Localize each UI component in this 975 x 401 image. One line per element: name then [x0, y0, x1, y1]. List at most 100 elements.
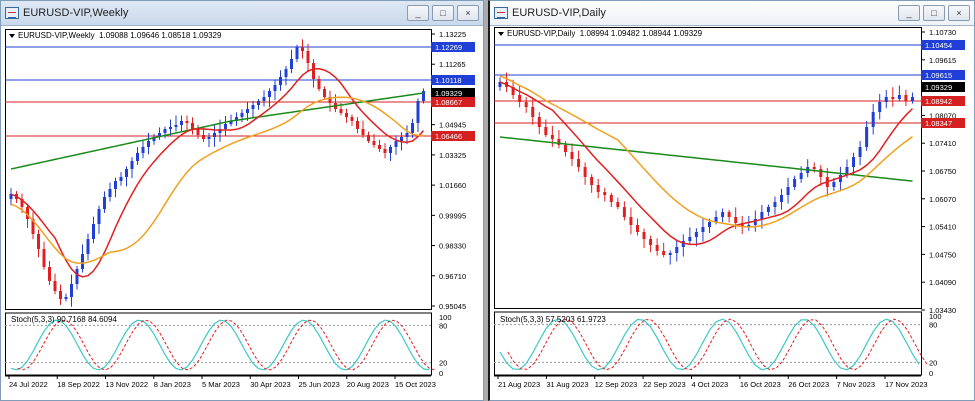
level-label: 1.09615 — [925, 71, 952, 80]
level-label: 1.06466 — [435, 132, 462, 141]
candle-body — [845, 167, 849, 175]
close-button[interactable]: × — [457, 5, 479, 21]
level-label: 1.08347 — [925, 119, 952, 128]
candle-body — [544, 127, 548, 135]
daily-titlebar[interactable]: EURUSD-VIP,Daily _ □ × — [490, 1, 974, 26]
minimize-button[interactable]: _ — [898, 5, 920, 21]
level-label-box — [431, 97, 475, 107]
candle-body — [590, 177, 594, 185]
candle-body — [858, 147, 862, 157]
chart-window-icon — [494, 7, 508, 19]
candle-body — [147, 141, 150, 147]
weekly-chart-window[interactable]: EURUSD-VIP,Weekly _ □ × 1.13225 1.11265 1.… — [0, 0, 484, 401]
level-label: 1.12269 — [435, 43, 462, 52]
date-tick-label: 25 Jun 2023 — [299, 380, 340, 389]
candle-body — [92, 224, 95, 239]
candle-body — [108, 189, 112, 197]
price-tick-label: 1.03325 — [439, 151, 466, 160]
candle-body — [681, 241, 685, 247]
weekly-ohlc-label: 1.09088 1.09646 1.08518 1.09329 — [99, 31, 222, 40]
candle-body — [511, 87, 515, 95]
candle-body — [119, 177, 123, 181]
candle-body — [53, 281, 57, 291]
ma-orange-line — [10, 96, 424, 264]
date-tick-label: 22 Sep 2023 — [643, 380, 686, 389]
maximize-button[interactable]: □ — [923, 5, 945, 21]
level-label-box — [431, 131, 475, 141]
candle-body — [557, 139, 561, 145]
candle-body — [727, 212, 731, 217]
candle-body — [766, 207, 770, 212]
daily-chart-window[interactable]: EURUSD-VIP,Daily _ □ × 1.10730 1.09615 1.0… — [488, 0, 975, 401]
candle-body — [701, 227, 705, 232]
price-tick-label: 1.04090 — [929, 278, 956, 287]
candle-body — [158, 133, 161, 137]
candle-body — [273, 85, 277, 91]
candle-body — [262, 97, 266, 101]
date-tick-label: 15 Oct 2023 — [395, 380, 436, 389]
candle-body — [70, 284, 73, 297]
candle-body — [910, 97, 914, 101]
stoch-tick-label: 80 — [929, 321, 937, 330]
date-tick-label: 18 Sep 2022 — [57, 380, 100, 389]
price-tick-label: 1.06750 — [929, 167, 956, 176]
candle-body — [174, 125, 178, 127]
candle-body — [668, 253, 672, 255]
candle-body — [20, 199, 24, 207]
weekly-price-chart[interactable]: 1.132251.112651.082751.049451.033251.016… — [5, 29, 481, 398]
weekly-window-title: EURUSD-VIP,Weekly — [23, 7, 129, 19]
candle-body — [622, 207, 626, 217]
level-label-box — [431, 88, 475, 98]
candle-body — [793, 179, 797, 187]
weekly-titlebar[interactable]: EURUSD-VIP,Weekly _ □ × — [1, 1, 483, 26]
close-button[interactable]: × — [948, 5, 970, 21]
candle-body — [786, 187, 790, 195]
candle-body — [563, 145, 567, 152]
price-tick-label: 1.09615 — [929, 56, 956, 65]
candle-body — [152, 137, 156, 141]
candle-body — [649, 239, 653, 245]
candle-body — [884, 97, 888, 102]
stoch-tick-label: 80 — [439, 321, 447, 330]
candle-body — [904, 95, 908, 101]
price-tick-label: 1.01660 — [439, 181, 466, 190]
candle-body — [642, 232, 646, 239]
candle-body — [185, 121, 189, 123]
minimize-button[interactable]: _ — [407, 5, 429, 21]
level-label-box — [921, 70, 965, 80]
collapse-triangle-icon — [9, 33, 15, 38]
candle-body — [812, 167, 816, 169]
maximize-button[interactable]: □ — [432, 5, 454, 21]
candle-body — [290, 59, 293, 69]
candle-body — [114, 181, 117, 189]
candle-body — [295, 47, 299, 59]
daily-stoch-label: Stoch(5,3,3) 57.5203 61.9723 — [500, 315, 606, 324]
price-pane-frame — [494, 27, 922, 309]
level-label: 1.08942 — [925, 97, 952, 106]
ma-red-line — [10, 68, 425, 278]
price-tick-label: 1.08070 — [929, 111, 956, 120]
candle-body — [878, 102, 882, 112]
candle-body — [169, 127, 172, 129]
weekly-symbol-label: EURUSD-VIP,Weekly — [18, 31, 95, 40]
candle-body — [31, 219, 35, 234]
price-tick-label: 1.10730 — [929, 28, 956, 37]
price-tick-label: 1.04945 — [439, 121, 466, 130]
candle-body — [279, 77, 282, 85]
date-tick-label: 31 Aug 2023 — [546, 380, 588, 389]
candle-body — [196, 129, 200, 135]
candle-body — [48, 267, 51, 281]
candle-body — [760, 212, 764, 219]
level-label: 1.09329 — [435, 89, 462, 98]
price-tick-label: 0.96710 — [439, 272, 466, 281]
candle-body — [675, 247, 679, 253]
candle-body — [9, 194, 13, 199]
candle-body — [550, 135, 554, 139]
date-tick-label: 20 Aug 2023 — [347, 380, 389, 389]
candle-body — [229, 121, 233, 124]
candle-body — [317, 79, 321, 89]
candle-body — [531, 107, 535, 117]
daily-price-chart[interactable]: 1.107301.096151.087301.080701.074101.067… — [494, 27, 971, 398]
price-tick-label: 0.99995 — [439, 211, 466, 220]
candle-body — [400, 137, 403, 141]
